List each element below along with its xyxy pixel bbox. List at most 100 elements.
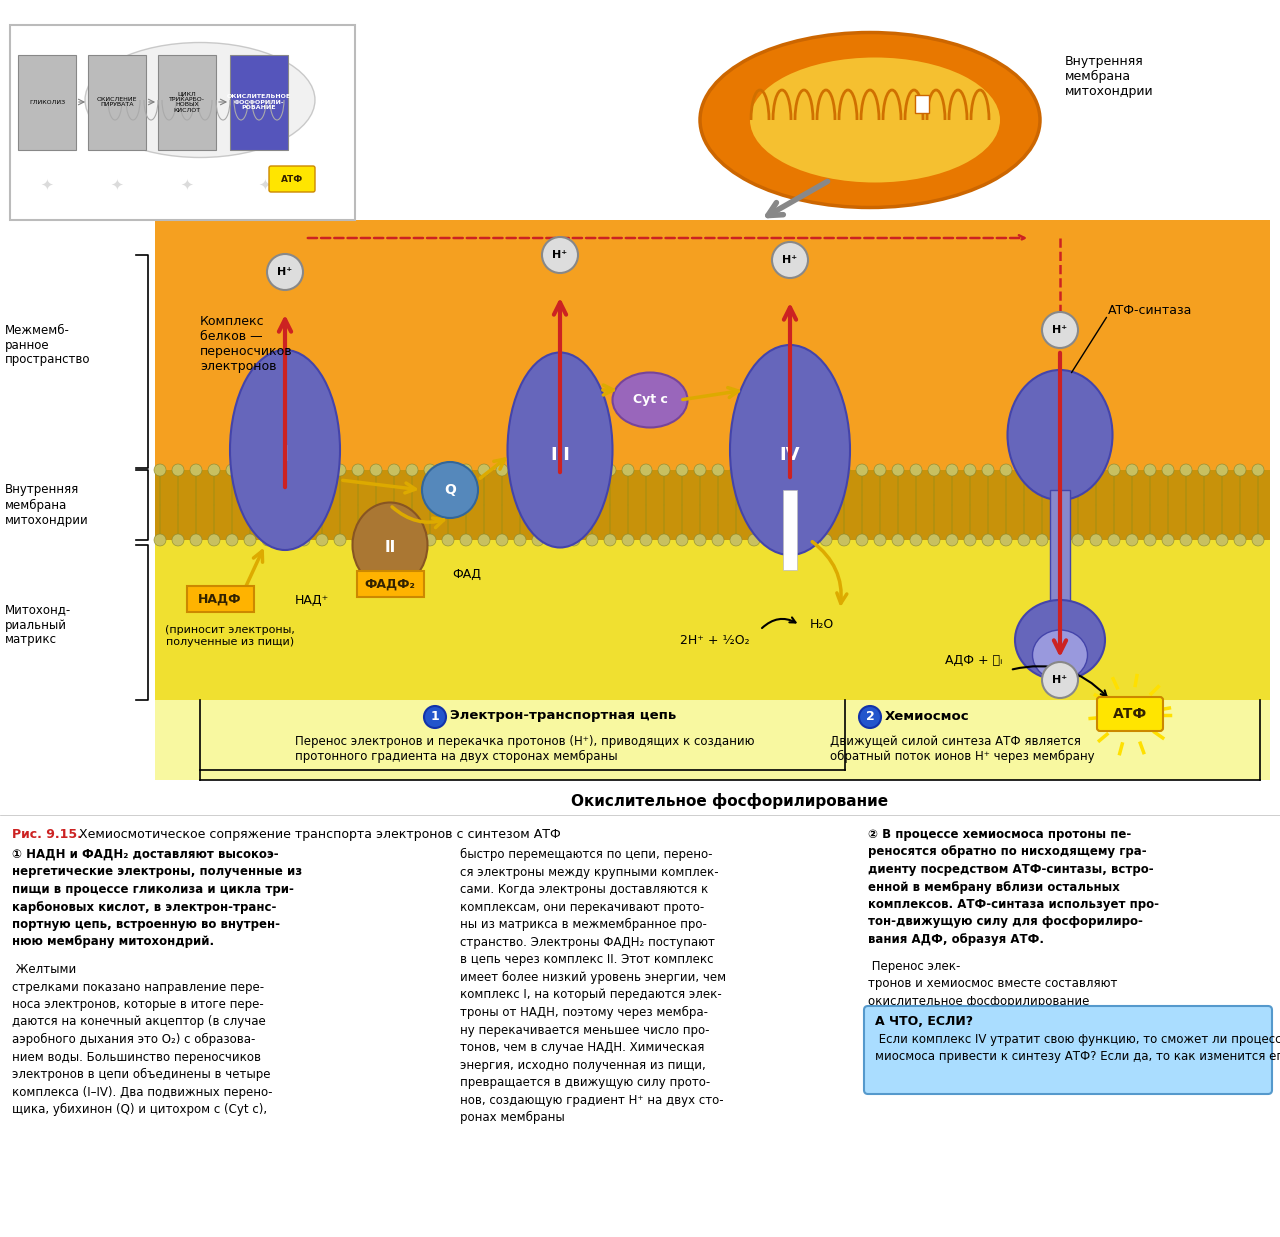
Ellipse shape	[230, 350, 340, 550]
Circle shape	[1042, 312, 1078, 348]
Text: Cyt c: Cyt c	[632, 393, 667, 407]
Text: Хемиосмотическое сопряжение транспорта электронов с синтезом АТФ: Хемиосмотическое сопряжение транспорта э…	[76, 828, 561, 841]
Circle shape	[550, 464, 562, 476]
Text: III: III	[550, 447, 570, 464]
Circle shape	[352, 534, 364, 546]
Circle shape	[568, 534, 580, 546]
Circle shape	[154, 534, 166, 546]
Circle shape	[1000, 534, 1012, 546]
Circle shape	[928, 534, 940, 546]
Circle shape	[1144, 464, 1156, 476]
Circle shape	[541, 238, 579, 273]
Circle shape	[316, 534, 328, 546]
Circle shape	[765, 534, 778, 546]
Text: H⁺: H⁺	[782, 255, 797, 265]
Text: быстро перемещаются по цепи, перено-
ся электроны между крупными комплек-
сами. : быстро перемещаются по цепи, перено- ся …	[460, 849, 726, 1124]
Ellipse shape	[84, 42, 315, 157]
Ellipse shape	[352, 502, 428, 588]
Ellipse shape	[1007, 370, 1112, 500]
Bar	[155, 470, 1270, 541]
Circle shape	[352, 464, 364, 476]
Circle shape	[189, 534, 202, 546]
Circle shape	[515, 534, 526, 546]
Bar	[10, 25, 355, 220]
Text: ✦: ✦	[41, 177, 54, 193]
Circle shape	[803, 534, 814, 546]
Text: ОКИСЛИТЕЛЬНОЕ
ФОСФОРИЛИ-
РОВАНИЕ: ОКИСЛИТЕЛЬНОЕ ФОСФОРИЛИ- РОВАНИЕ	[227, 94, 291, 110]
Circle shape	[172, 464, 184, 476]
Circle shape	[1234, 534, 1245, 546]
Circle shape	[1018, 464, 1030, 476]
Circle shape	[946, 534, 957, 546]
Circle shape	[227, 534, 238, 546]
Circle shape	[1198, 464, 1210, 476]
Circle shape	[442, 534, 454, 546]
Circle shape	[676, 534, 689, 546]
Circle shape	[334, 534, 346, 546]
Circle shape	[982, 534, 995, 546]
FancyBboxPatch shape	[187, 586, 253, 612]
Ellipse shape	[1033, 630, 1088, 680]
Text: Перенос элек-
тронов и хемиосмос вместе составляют
окислительное фосфорилировани: Перенос элек- тронов и хемиосмос вместе …	[868, 960, 1117, 1008]
Circle shape	[856, 534, 868, 546]
Circle shape	[1073, 464, 1084, 476]
Circle shape	[1042, 662, 1078, 698]
Text: IV: IV	[780, 447, 800, 464]
Circle shape	[298, 464, 310, 476]
Circle shape	[1234, 464, 1245, 476]
Text: Межмемб-
ранное
пространство: Межмемб- ранное пространство	[5, 324, 91, 366]
Text: H⁺: H⁺	[553, 250, 567, 260]
Bar	[0, 815, 1280, 1237]
Circle shape	[748, 534, 760, 546]
Circle shape	[772, 242, 808, 278]
Circle shape	[1036, 534, 1048, 546]
Circle shape	[622, 534, 634, 546]
Bar	[783, 490, 797, 570]
Circle shape	[874, 534, 886, 546]
Circle shape	[1180, 464, 1192, 476]
Text: H⁺: H⁺	[1052, 675, 1068, 685]
Circle shape	[783, 464, 796, 476]
Circle shape	[803, 464, 814, 476]
Circle shape	[730, 464, 742, 476]
Bar	[1050, 490, 1070, 620]
Circle shape	[694, 534, 707, 546]
Circle shape	[1108, 464, 1120, 476]
Circle shape	[859, 706, 881, 729]
Circle shape	[550, 534, 562, 546]
Circle shape	[1091, 464, 1102, 476]
Circle shape	[838, 464, 850, 476]
Circle shape	[532, 534, 544, 546]
Circle shape	[910, 534, 922, 546]
Bar	[155, 541, 1270, 700]
Circle shape	[244, 464, 256, 476]
Circle shape	[424, 534, 436, 546]
Circle shape	[964, 464, 977, 476]
Text: ✦: ✦	[180, 177, 193, 193]
Text: ② В процессе хемиосмоса протоны пе-
реносятся обратно по нисходящему гра-
диенту: ② В процессе хемиосмоса протоны пе- рено…	[868, 828, 1158, 946]
Circle shape	[783, 534, 796, 546]
Circle shape	[406, 464, 419, 476]
Text: ФАД: ФАД	[452, 568, 481, 580]
Circle shape	[1000, 464, 1012, 476]
Text: НАД⁺: НАД⁺	[294, 594, 329, 606]
Circle shape	[694, 464, 707, 476]
Circle shape	[964, 534, 977, 546]
Circle shape	[1198, 534, 1210, 546]
Text: Рис. 9.15.: Рис. 9.15.	[12, 828, 82, 841]
Circle shape	[640, 534, 652, 546]
Circle shape	[442, 464, 454, 476]
Circle shape	[280, 464, 292, 476]
Circle shape	[154, 464, 166, 476]
Text: АТФ-синтаза: АТФ-синтаза	[1108, 303, 1193, 317]
Circle shape	[1053, 534, 1066, 546]
Circle shape	[712, 464, 724, 476]
Circle shape	[298, 534, 310, 546]
Circle shape	[497, 534, 508, 546]
Circle shape	[604, 534, 616, 546]
Text: H⁺: H⁺	[1052, 325, 1068, 335]
Text: Хемиосмос: Хемиосмос	[884, 710, 970, 722]
Ellipse shape	[730, 345, 850, 555]
Ellipse shape	[700, 32, 1039, 208]
Circle shape	[370, 534, 381, 546]
